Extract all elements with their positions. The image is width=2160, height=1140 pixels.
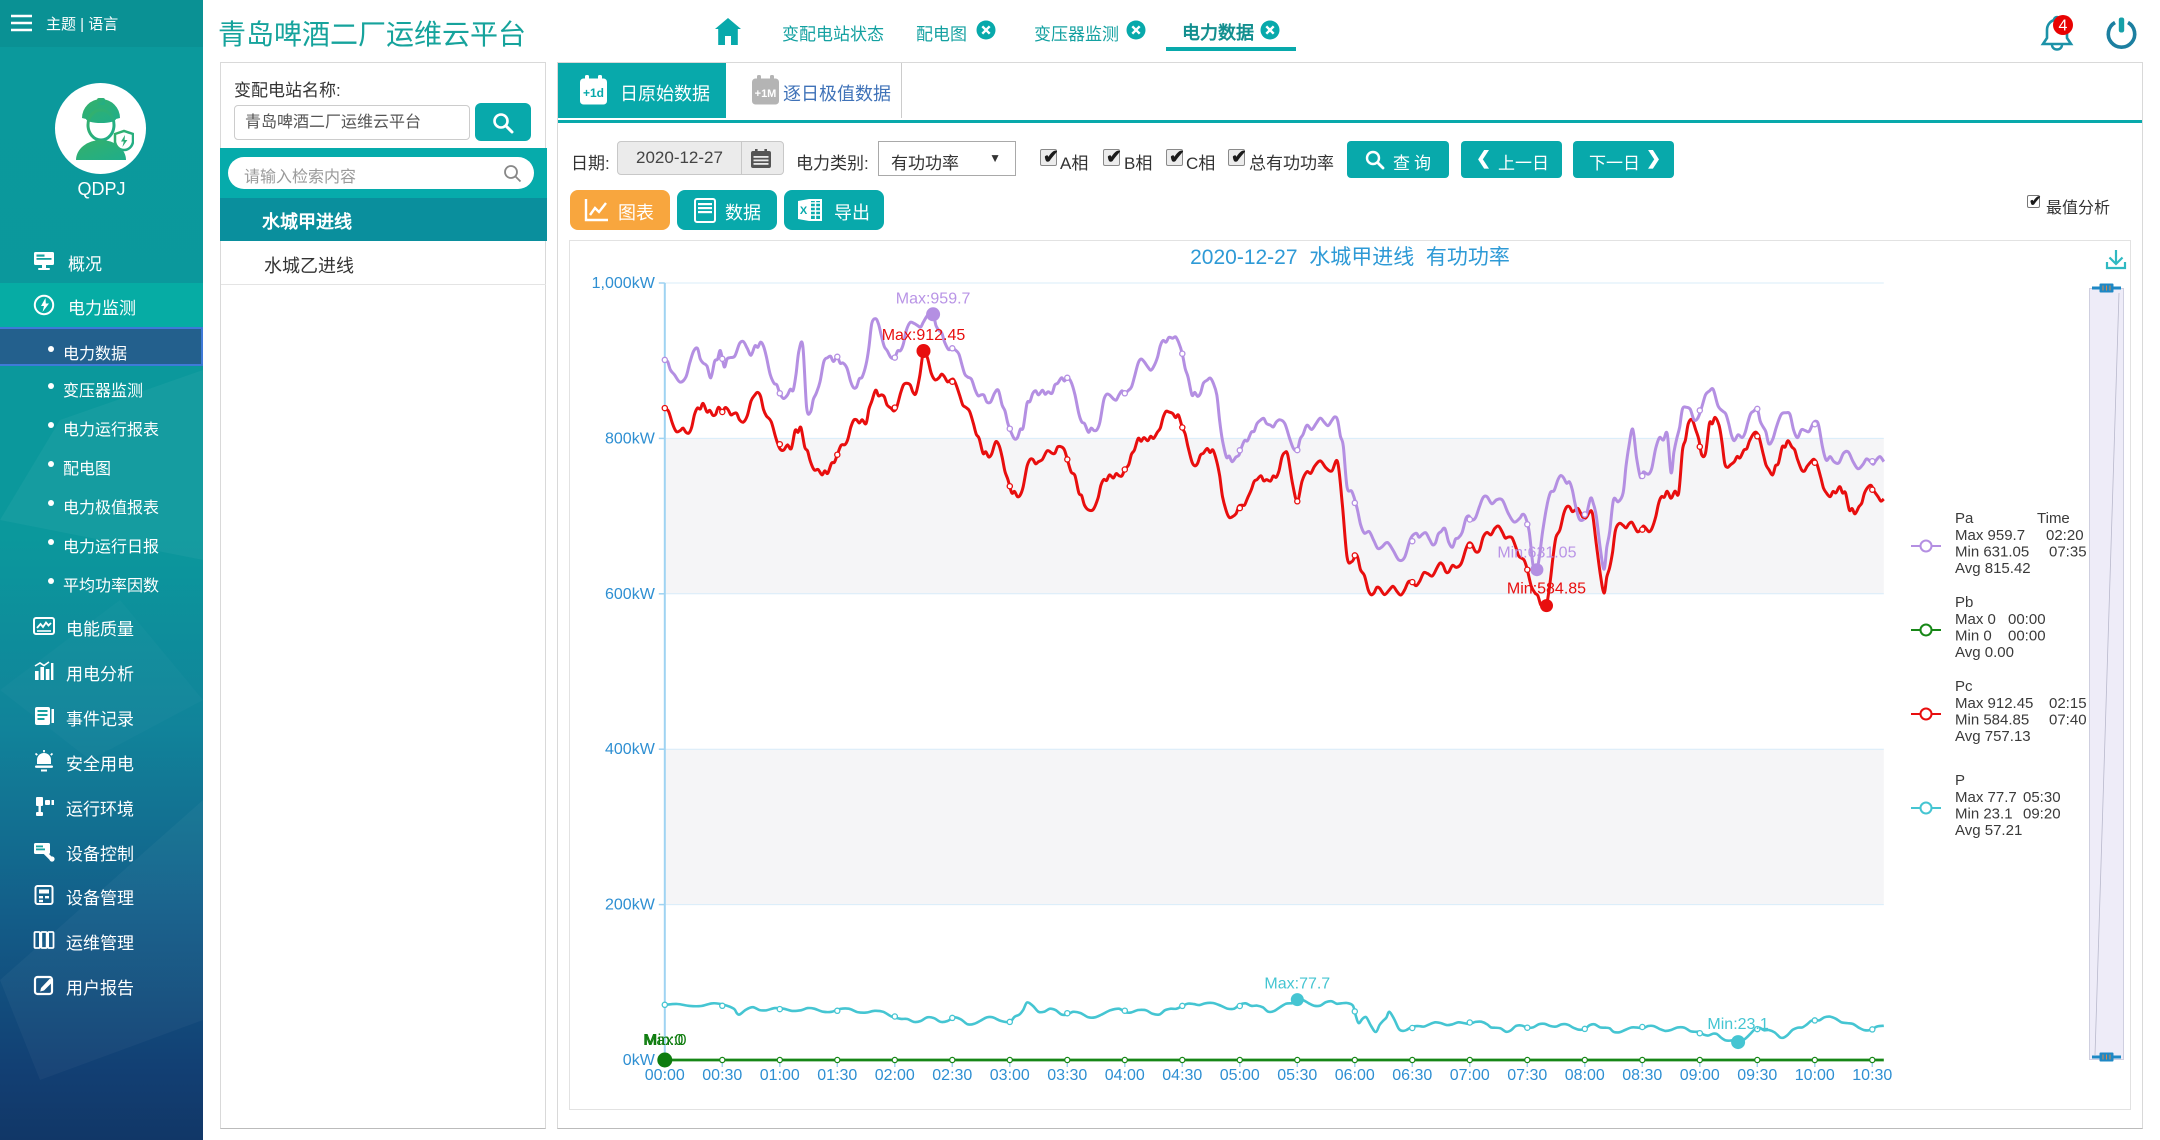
svg-text:Min 631.05: Min 631.05 bbox=[1955, 544, 2029, 561]
svg-text:P: P bbox=[1955, 772, 1965, 789]
svg-text:4: 4 bbox=[2059, 18, 2068, 35]
svg-text:Min:584.85: Min:584.85 bbox=[1507, 581, 1586, 598]
svg-text:Min:631.05: Min:631.05 bbox=[1497, 545, 1576, 562]
svg-text:03:00: 03:00 bbox=[990, 1067, 1030, 1084]
svg-text:08:00: 08:00 bbox=[1565, 1067, 1605, 1084]
svg-text:06:00: 06:00 bbox=[1335, 1067, 1375, 1084]
svg-text:07:30: 07:30 bbox=[1507, 1067, 1547, 1084]
svg-text:1,000kW: 1,000kW bbox=[592, 275, 656, 292]
svg-text:04:00: 04:00 bbox=[1105, 1067, 1145, 1084]
svg-text:Avg 57.21: Avg 57.21 bbox=[1955, 822, 2022, 839]
svg-text:Max:959.7: Max:959.7 bbox=[896, 290, 971, 307]
svg-text:00:30: 00:30 bbox=[702, 1067, 742, 1084]
svg-text:09:00: 09:00 bbox=[1680, 1067, 1720, 1084]
svg-text:Pb: Pb bbox=[1955, 594, 1973, 611]
svg-text:01:30: 01:30 bbox=[817, 1067, 857, 1084]
svg-text:Min:23.1: Min:23.1 bbox=[1707, 1016, 1768, 1033]
svg-text:Max:0: Max:0 bbox=[643, 1032, 687, 1049]
svg-text:04:30: 04:30 bbox=[1162, 1067, 1202, 1084]
svg-text:Max 912.45: Max 912.45 bbox=[1955, 695, 2033, 712]
svg-text:Max 959.7: Max 959.7 bbox=[1955, 527, 2025, 544]
svg-text:600kW: 600kW bbox=[605, 586, 656, 603]
svg-text:Min 23.1: Min 23.1 bbox=[1955, 806, 2013, 823]
svg-text:2020-12-27 水城甲进线 有功功率: 2020-12-27 水城甲进线 有功功率 bbox=[1190, 246, 1510, 269]
svg-text:10:30: 10:30 bbox=[1852, 1067, 1892, 1084]
svg-text:200kW: 200kW bbox=[605, 897, 656, 914]
svg-text:00:00: 00:00 bbox=[645, 1067, 685, 1084]
svg-text:09:20: 09:20 bbox=[2023, 806, 2061, 823]
svg-text:Max:912.45: Max:912.45 bbox=[882, 327, 966, 344]
svg-text:05:30: 05:30 bbox=[1277, 1067, 1317, 1084]
svg-text:07:40: 07:40 bbox=[2049, 712, 2087, 729]
svg-text:10:00: 10:00 bbox=[1795, 1067, 1835, 1084]
svg-text:800kW: 800kW bbox=[605, 430, 656, 447]
svg-text:Max 0: Max 0 bbox=[1955, 611, 1996, 628]
svg-text:Pc: Pc bbox=[1955, 678, 1973, 695]
svg-text:09:30: 09:30 bbox=[1737, 1067, 1777, 1084]
svg-text:Avg 815.42: Avg 815.42 bbox=[1955, 560, 2031, 577]
svg-text:Max 77.7: Max 77.7 bbox=[1955, 789, 2017, 806]
svg-text:02:20: 02:20 bbox=[2046, 527, 2084, 544]
svg-text:08:30: 08:30 bbox=[1622, 1067, 1662, 1084]
svg-text:06:30: 06:30 bbox=[1392, 1067, 1432, 1084]
svg-text:Pa: Pa bbox=[1955, 510, 1974, 527]
svg-text:+1d: +1d bbox=[583, 86, 604, 100]
svg-text:400kW: 400kW bbox=[605, 741, 656, 758]
svg-text:01:00: 01:00 bbox=[760, 1067, 800, 1084]
svg-text:Min 584.85: Min 584.85 bbox=[1955, 712, 2029, 729]
svg-text:X: X bbox=[800, 205, 808, 217]
svg-text:00:00: 00:00 bbox=[2008, 628, 2046, 645]
svg-text:Max:77.7: Max:77.7 bbox=[1264, 976, 1330, 993]
svg-text:Avg 757.13: Avg 757.13 bbox=[1955, 728, 2031, 745]
svg-text:0kW: 0kW bbox=[623, 1052, 656, 1069]
svg-text:Avg 0.00: Avg 0.00 bbox=[1955, 644, 2014, 661]
svg-text:Min 0: Min 0 bbox=[1955, 628, 1992, 645]
svg-text:00:00: 00:00 bbox=[2008, 611, 2046, 628]
svg-text:02:00: 02:00 bbox=[875, 1067, 915, 1084]
svg-text:07:00: 07:00 bbox=[1450, 1067, 1490, 1084]
svg-text:03:30: 03:30 bbox=[1047, 1067, 1087, 1084]
svg-text:02:15: 02:15 bbox=[2049, 695, 2087, 712]
svg-text:05:00: 05:00 bbox=[1220, 1067, 1260, 1084]
svg-text:02:30: 02:30 bbox=[932, 1067, 972, 1084]
svg-text:05:30: 05:30 bbox=[2023, 789, 2061, 806]
svg-text:Time: Time bbox=[2037, 510, 2070, 527]
svg-text:Min:0: Min:0 bbox=[644, 1032, 683, 1049]
svg-text:07:35: 07:35 bbox=[2049, 544, 2087, 561]
svg-text:+1M: +1M bbox=[755, 88, 777, 100]
